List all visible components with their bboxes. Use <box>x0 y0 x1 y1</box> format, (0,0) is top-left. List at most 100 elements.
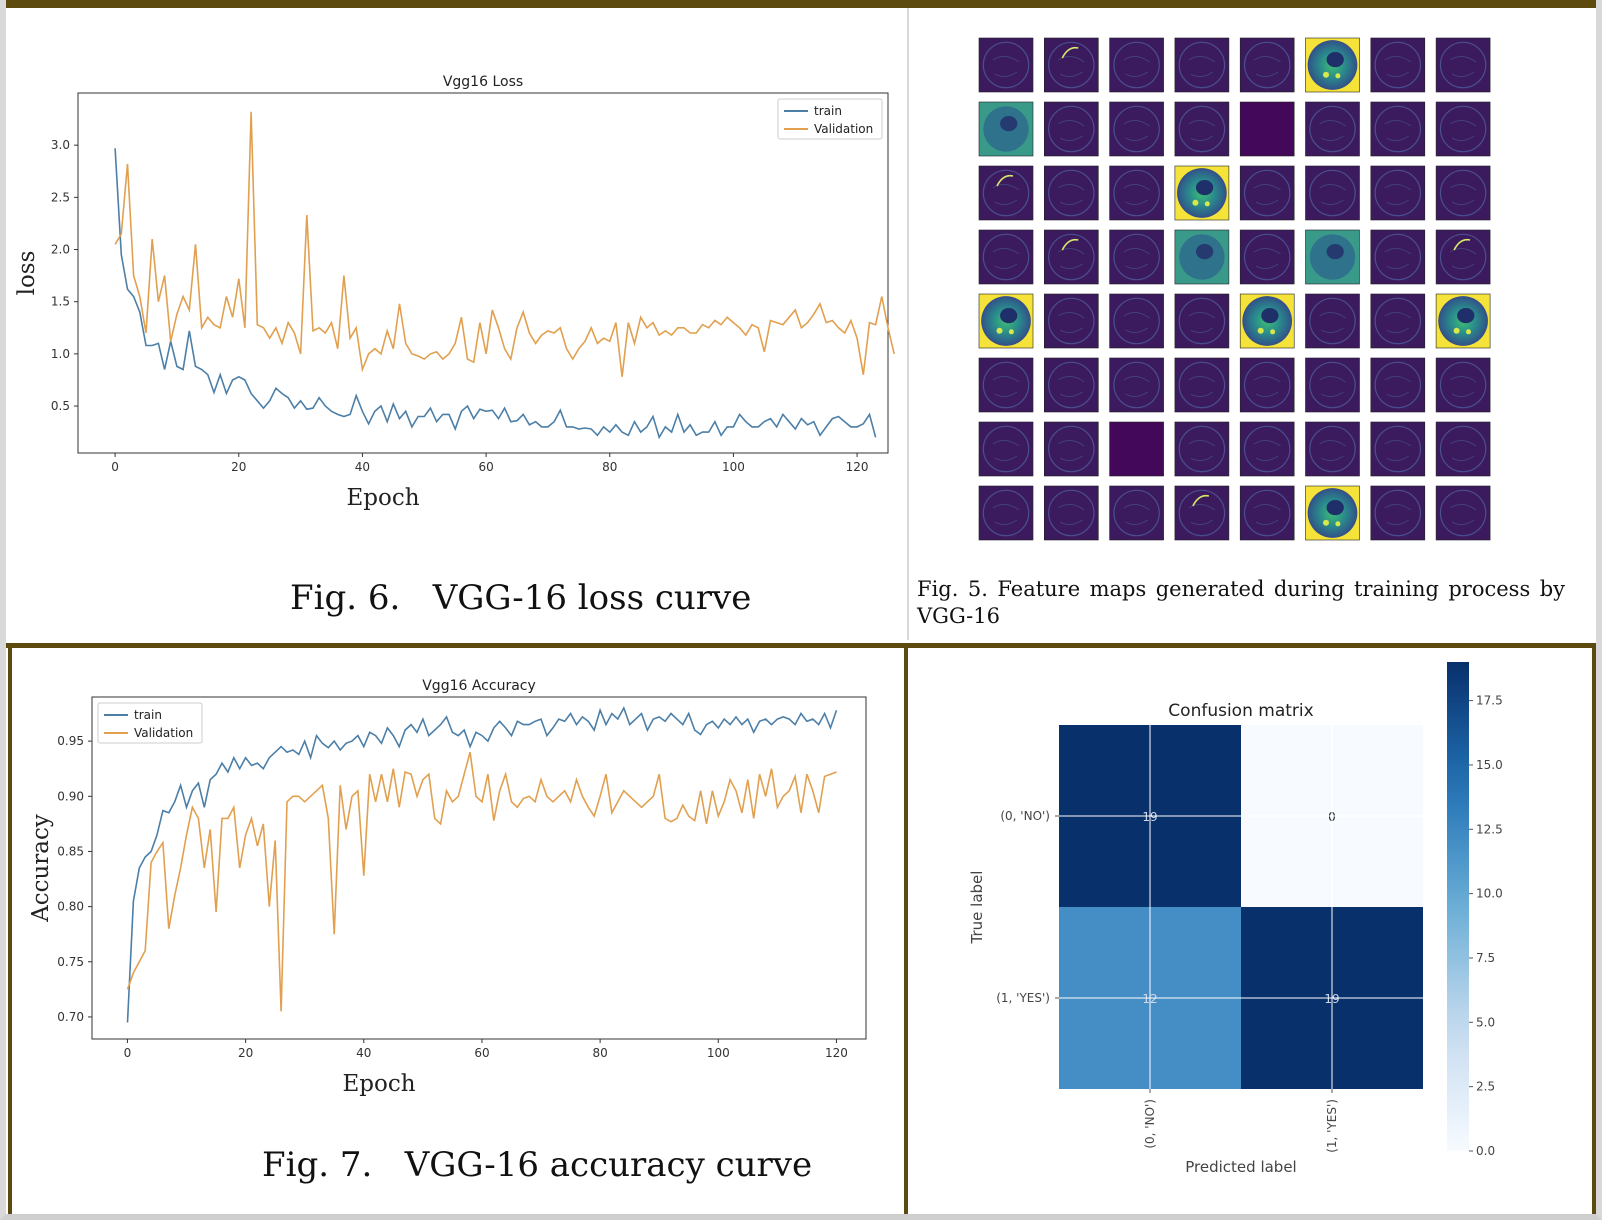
feature-map-cell <box>1239 485 1295 541</box>
hot-spot <box>1466 329 1471 335</box>
brain-texture <box>1058 56 1085 77</box>
y-tick-label: 2.5 <box>51 190 70 204</box>
legend-label: Validation <box>134 726 193 740</box>
brain-outline <box>982 425 1030 473</box>
feature-map-cell <box>978 293 1034 349</box>
feature-map-cell <box>1109 485 1164 541</box>
brain-texture <box>1123 248 1150 269</box>
y-tick-label: 2.0 <box>51 243 70 257</box>
brain-texture <box>1319 312 1346 333</box>
x-tick-label: 20 <box>238 1046 253 1060</box>
feature-map-cell <box>1109 101 1164 157</box>
cell-background <box>1239 165 1295 221</box>
feature-map-cell <box>1305 37 1360 93</box>
colorbar-tick-label: 7.5 <box>1476 951 1495 965</box>
brain-texture <box>1188 56 1216 77</box>
middle-divider <box>6 643 1596 648</box>
y-tick-label: 0.70 <box>57 1010 84 1024</box>
cell-background <box>978 421 1034 477</box>
feature-map-cell <box>978 357 1034 413</box>
brain-texture <box>1253 56 1281 77</box>
confusion-matrix-chart: Confusion matrix1901219(0, 'NO')(1, 'YES… <box>968 662 1503 1176</box>
colorbar-tick-label: 5.0 <box>1476 1015 1495 1029</box>
col-label: (1, 'YES') <box>1325 1099 1339 1153</box>
cell-background <box>1305 293 1360 349</box>
feature-map-cell <box>1239 165 1295 221</box>
brain-outline <box>1048 297 1095 345</box>
feature-map-cell <box>1109 357 1164 413</box>
cell-background <box>1370 485 1426 541</box>
brain-texture <box>1058 184 1085 205</box>
cell-background <box>1370 165 1426 221</box>
feature-map-cell <box>1370 421 1426 477</box>
brain-outline <box>1243 425 1291 473</box>
series-line-validation <box>114 111 895 377</box>
series-line-validation <box>126 751 837 1012</box>
cell-background <box>1435 357 1491 413</box>
cell-background <box>1044 485 1099 541</box>
brain-texture <box>1253 504 1281 525</box>
feature-map-cell <box>1174 101 1230 157</box>
brain-texture <box>1319 376 1346 397</box>
brain-texture <box>1188 120 1216 141</box>
cell-background <box>1370 101 1426 157</box>
loss-chart-panel: Vgg16 Loss 0 20 40 60 80 100 120 0.5 1.0 1.5 2.0 2.5… <box>8 8 906 640</box>
cell-background <box>1370 357 1426 413</box>
row-label: (1, 'YES') <box>996 991 1050 1005</box>
cell-background <box>1174 485 1230 541</box>
cell-background <box>1109 229 1164 285</box>
tumor-region <box>1326 244 1344 260</box>
feature-map-cell <box>1435 293 1491 349</box>
col-label: (0, 'NO') <box>1143 1099 1157 1149</box>
brain-outline <box>1048 233 1095 281</box>
tumor-region <box>1000 308 1018 324</box>
y-tick-label: 3.0 <box>51 138 70 152</box>
x-tick-label: 40 <box>356 1046 371 1060</box>
brain-outline <box>1309 425 1356 473</box>
cell-background <box>1239 101 1295 157</box>
brain-outline <box>1178 41 1226 89</box>
brain-texture <box>992 248 1020 269</box>
feature-map-cell <box>1435 165 1491 221</box>
feature-map-grid <box>978 37 1491 541</box>
cell-background <box>1109 37 1164 93</box>
x-tick-label: 40 <box>355 460 370 474</box>
colorbar-tick-label: 15.0 <box>1476 758 1503 772</box>
tumor-region <box>1261 308 1279 324</box>
brain-texture <box>992 376 1020 397</box>
brain-outline <box>1178 361 1226 409</box>
tumor-region <box>1000 116 1018 132</box>
brain-outline <box>1113 297 1160 345</box>
brain-texture <box>1449 440 1477 461</box>
loss-chart: Vgg16 Loss 0 20 40 60 80 100 120 0.5 1.0 1.5 2.0 2.5… <box>14 74 895 511</box>
feature-map-cell <box>1435 357 1491 413</box>
feature-map-cell <box>1370 165 1426 221</box>
brain-outline <box>1374 489 1422 537</box>
y-tick-label: 0.90 <box>57 789 84 803</box>
brain-texture <box>1058 248 1085 269</box>
feature-map-cell <box>1305 165 1360 221</box>
cell-background <box>978 165 1034 221</box>
cell-background <box>1044 357 1099 413</box>
tumor-region <box>1195 244 1214 260</box>
cell-background <box>1239 37 1295 93</box>
cell-background <box>1305 357 1360 413</box>
brain-outline <box>1243 233 1291 281</box>
brain-texture <box>1449 56 1477 77</box>
feature-map-cell <box>1044 357 1099 413</box>
x-tick-label: 120 <box>825 1046 848 1060</box>
feature-map-cell <box>1109 37 1164 93</box>
cell-background <box>1370 421 1426 477</box>
brain-texture <box>1449 504 1477 525</box>
cell-background <box>1109 357 1164 413</box>
brain-outline <box>1243 169 1291 217</box>
brain-texture <box>1384 504 1412 525</box>
feature-map-cell <box>978 101 1034 157</box>
cell-background <box>1305 165 1360 221</box>
y-axis-label: Accuracy <box>28 814 54 923</box>
hot-spot <box>1335 521 1341 527</box>
brain-texture <box>1188 312 1216 333</box>
cell-background <box>978 37 1034 93</box>
brain-texture <box>1058 376 1085 397</box>
